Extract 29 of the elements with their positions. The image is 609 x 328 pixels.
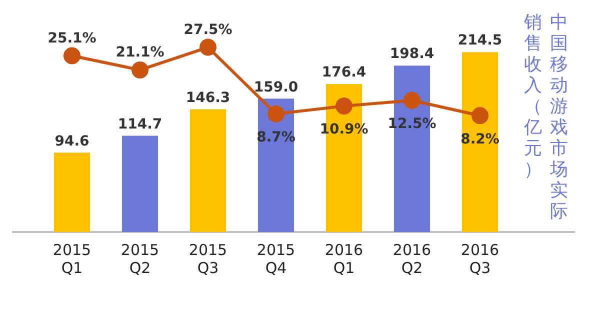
bar — [190, 109, 226, 232]
data-label: 21.1% — [116, 44, 164, 61]
point — [132, 61, 148, 78]
point — [64, 47, 80, 64]
data-label: 27.5% — [184, 22, 232, 38]
data-label: 25.1% — [48, 30, 96, 46]
data-label: 94.6 — [54, 133, 90, 150]
bar — [122, 136, 158, 232]
point — [200, 38, 216, 56]
x-tick-label: 2015 Q3 — [188, 240, 228, 277]
x-tick-label: 2015 Q1 — [52, 240, 92, 277]
x-tick-label: 2015 Q4 — [256, 240, 296, 277]
data-label: 176.4 — [322, 64, 366, 81]
bar — [54, 152, 90, 232]
x-tick-label: 2015 Q2 — [120, 240, 160, 277]
data-label: 114.7 — [118, 116, 162, 132]
point — [336, 98, 352, 115]
bar — [462, 52, 498, 232]
data-label: 214.5 — [458, 32, 502, 49]
bar — [258, 98, 294, 232]
x-tick-label: 2016 Q3 — [460, 240, 500, 277]
data-label: 146.3 — [186, 90, 230, 106]
data-label: 159.0 — [254, 79, 298, 96]
data-label: 198.4 — [390, 46, 434, 62]
point — [268, 105, 284, 122]
x-tick-label: 2016 Q1 — [324, 240, 364, 277]
x-tick-label: 2016 Q2 — [392, 240, 432, 277]
point — [404, 92, 420, 109]
point — [472, 107, 488, 124]
